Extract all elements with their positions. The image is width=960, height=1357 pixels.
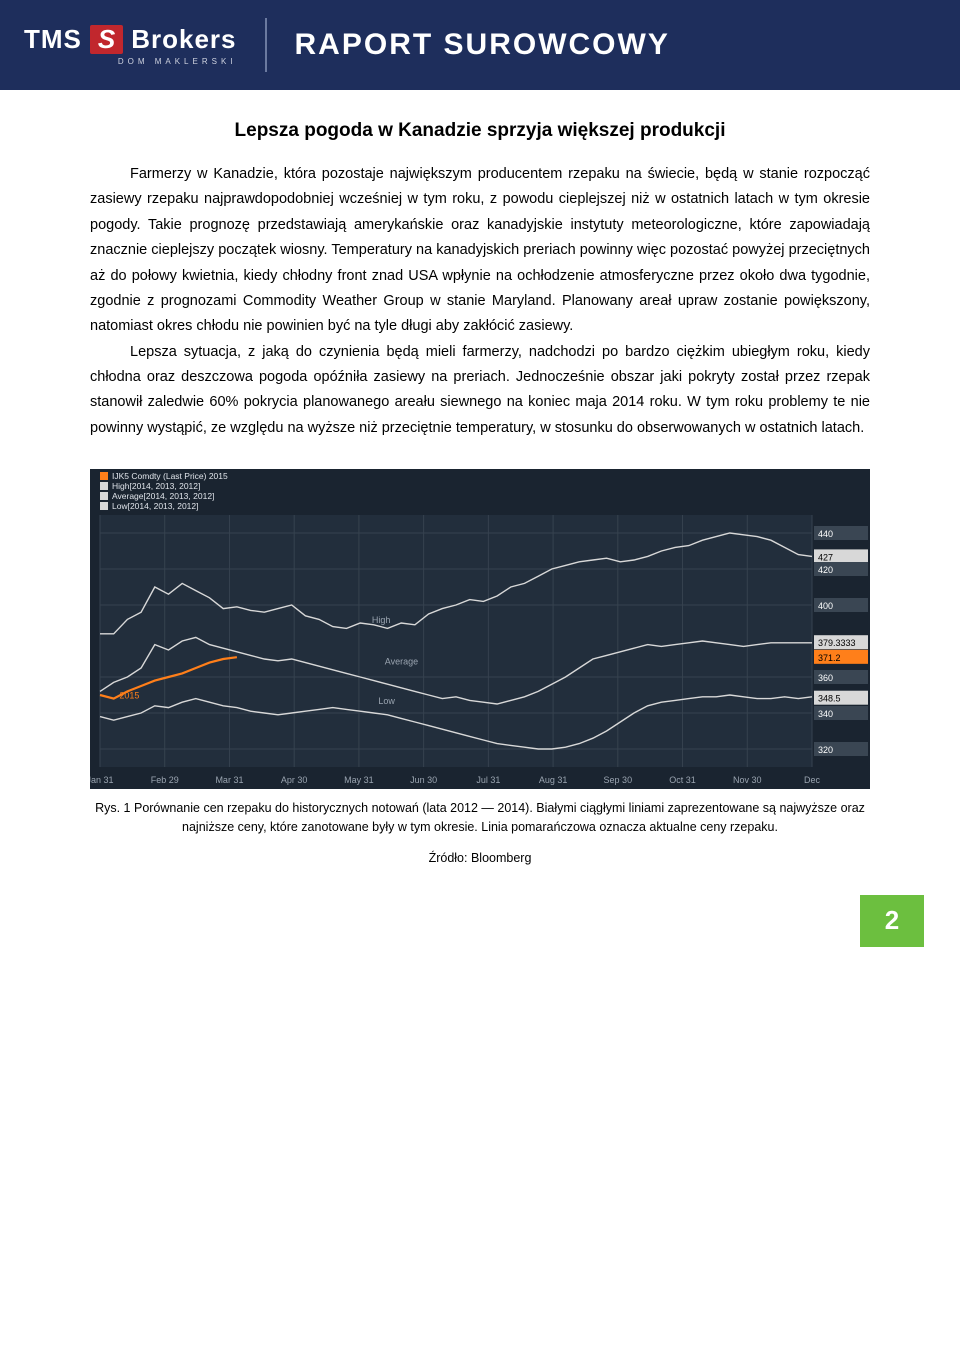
- logo-subtitle: DOM MAKLERSKI: [24, 57, 237, 66]
- chart-source: Źródło: Bloomberg: [90, 851, 870, 865]
- svg-text:High[2014, 2013, 2012]: High[2014, 2013, 2012]: [112, 481, 200, 491]
- svg-text:Apr 30: Apr 30: [281, 775, 308, 785]
- chart-caption: Rys. 1 Porównanie cen rzepaku do history…: [90, 799, 870, 837]
- page-body: Lepsza pogoda w Kanadzie sprzyja większe…: [0, 90, 960, 865]
- svg-text:379.3333: 379.3333: [818, 638, 856, 648]
- paragraph-1: Farmerzy w Kanadzie, która pozostaje naj…: [90, 162, 870, 340]
- svg-text:Average: Average: [385, 657, 418, 667]
- paragraph-2: Lepsza sytuacja, z jaką do czynienia będ…: [90, 340, 870, 442]
- logo-tms: TMS: [24, 24, 82, 55]
- svg-text:371.2: 371.2: [818, 653, 841, 663]
- page-number-wrap: 2: [0, 865, 960, 965]
- page-number: 2: [860, 895, 924, 947]
- svg-text:Average[2014, 2013, 2012]: Average[2014, 2013, 2012]: [112, 491, 214, 501]
- svg-text:400: 400: [818, 601, 833, 611]
- article-title: Lepsza pogoda w Kanadzie sprzyja większe…: [90, 120, 870, 142]
- svg-text:May 31: May 31: [344, 775, 374, 785]
- svg-text:Nov 30: Nov 30: [733, 775, 762, 785]
- svg-text:348.5: 348.5: [818, 694, 841, 704]
- svg-text:427: 427: [818, 553, 833, 563]
- svg-text:Jul 31: Jul 31: [476, 775, 500, 785]
- svg-text:Dec: Dec: [804, 775, 821, 785]
- svg-text:440: 440: [818, 529, 833, 539]
- svg-text:Oct 31: Oct 31: [669, 775, 696, 785]
- svg-text:360: 360: [818, 673, 833, 683]
- price-chart: Jan 31 Feb 29 Mar 31 Apr 30 May 31 Jun 30 Jul …: [90, 469, 870, 865]
- svg-text:Low[2014, 2013, 2012]: Low[2014, 2013, 2012]: [112, 501, 199, 511]
- logo-brokers: Brokers: [131, 24, 236, 55]
- svg-text:IJK5 Comdty (Last Price) 2015: IJK5 Comdty (Last Price) 2015: [112, 471, 228, 481]
- svg-text:320: 320: [818, 745, 833, 755]
- report-title: RAPORT SUROWCOWY: [267, 28, 670, 62]
- svg-text:Jun 30: Jun 30: [410, 775, 437, 785]
- svg-text:Jan 31: Jan 31: [90, 775, 114, 785]
- svg-text:Sep 30: Sep 30: [604, 775, 633, 785]
- svg-text:420: 420: [818, 565, 833, 575]
- logo-s-badge: S: [90, 25, 123, 54]
- svg-text:2015: 2015: [119, 691, 139, 701]
- svg-text:Feb 29: Feb 29: [151, 775, 179, 785]
- svg-text:340: 340: [818, 709, 833, 719]
- svg-text:Aug 31: Aug 31: [539, 775, 568, 785]
- svg-text:High: High: [372, 615, 391, 625]
- svg-text:Mar 31: Mar 31: [215, 775, 243, 785]
- svg-text:Low: Low: [378, 696, 395, 706]
- chart-svg: Jan 31 Feb 29 Mar 31 Apr 30 May 31 Jun 30 Jul …: [90, 469, 870, 789]
- article-body: Farmerzy w Kanadzie, która pozostaje naj…: [90, 162, 870, 441]
- logo-block: TMS S Brokers DOM MAKLERSKI: [24, 18, 267, 72]
- report-header: TMS S Brokers DOM MAKLERSKI RAPORT SUROW…: [0, 0, 960, 90]
